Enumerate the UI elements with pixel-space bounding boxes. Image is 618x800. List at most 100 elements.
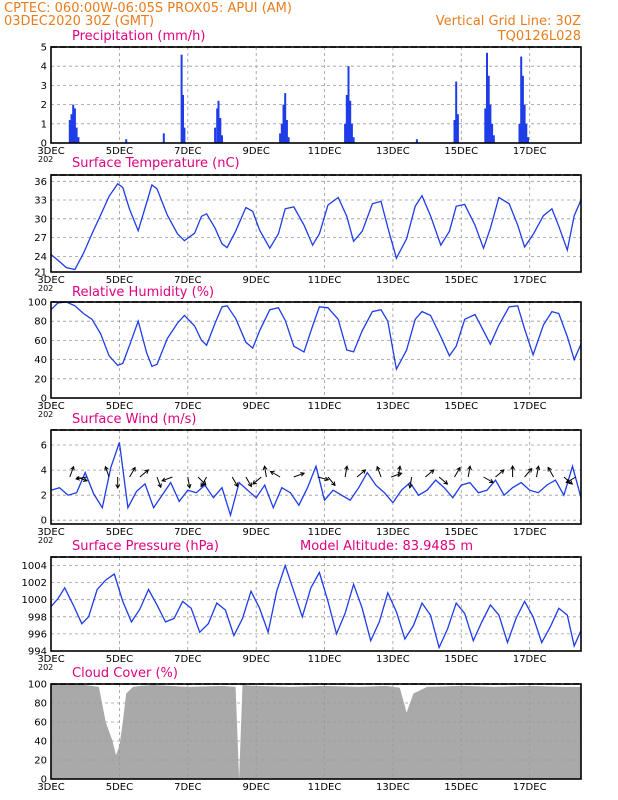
x-tick-label: 5DEC (106, 527, 133, 538)
precip-bar (525, 123, 528, 143)
y-tick-label: 80 (34, 699, 47, 710)
y-tick-label: 24 (34, 252, 47, 263)
wind-arrow (454, 466, 461, 478)
y-tick-label: 998 (28, 612, 47, 623)
precip-bar (216, 108, 219, 143)
y-tick-label: 60 (34, 336, 47, 347)
wind-arrow-shaft (264, 466, 267, 478)
x-tick-label: 17DEC (513, 527, 547, 538)
wind-arrow-head (429, 469, 435, 474)
wind-arrow-shaft (187, 476, 191, 488)
wind-arrow-head (201, 480, 207, 486)
x-tick-label: 15DEC (444, 527, 478, 538)
x-tick-label: 15DEC (444, 401, 478, 412)
x-tick-label: 11DEC (308, 527, 342, 538)
precip-bar (415, 139, 418, 143)
y-tick-label: 1004 (22, 561, 47, 572)
wind-arrow-head (104, 465, 109, 471)
y-tick-label: 996 (28, 629, 47, 640)
plot-frame (50, 46, 582, 144)
x-tick-label: 3DEC (37, 146, 64, 157)
x-tick-label: 3DEC (37, 401, 64, 412)
wind-arrow-head (527, 467, 533, 473)
model-altitude-note: Model Altitude: 83.9485 m (300, 539, 473, 554)
y-tick-label: 40 (34, 355, 47, 366)
y-tick-label: 4 (41, 466, 47, 477)
precip-bar (282, 104, 285, 143)
x-tick-label: 15DEC (444, 275, 478, 286)
precip-bar (527, 137, 529, 143)
wind-arrow (231, 476, 239, 488)
y-tick-label: 1000 (22, 595, 47, 606)
y-tick-label: 80 (34, 317, 47, 328)
wind-arrow (510, 464, 515, 477)
precip-bar (280, 123, 283, 143)
wind-arrow-shaft (356, 469, 366, 478)
wind-arrow-shaft (566, 476, 577, 483)
temp-series-line (50, 182, 582, 271)
wind-arrow-head (70, 465, 75, 471)
x-tick-label: 17DEC (513, 401, 547, 412)
x-year-label: 202 (38, 536, 53, 545)
x-tick-label: 7DEC (174, 527, 201, 538)
wind-arrow (344, 465, 349, 478)
wind-arrow (200, 476, 208, 488)
header-grid-note: Vertical Grid Line: 30Z (436, 14, 581, 29)
precip-bar (523, 104, 526, 143)
x-tick-label: 15DEC (444, 654, 478, 665)
wind-arrow-shaft (270, 471, 281, 478)
wind-arrow-head (157, 483, 162, 489)
wind-arrow-head (467, 465, 472, 471)
precip-bar (72, 104, 75, 143)
temperature-title: Surface Temperature (nC) (72, 156, 240, 171)
wind-arrow-head (408, 483, 413, 489)
wind-arrow-shaft (524, 468, 533, 478)
precip-bar (77, 137, 80, 143)
wind-arrow (467, 465, 472, 478)
wind-arrow-head (115, 484, 121, 490)
precip-bar (492, 135, 495, 143)
x-tick-label: 3DEC (37, 527, 64, 538)
x-year-label: 202 (38, 284, 53, 293)
y-tick-label: 33 (34, 196, 47, 207)
wind-arrow-shaft (495, 469, 505, 478)
wind-arrow (356, 469, 367, 478)
wind-arrow-shaft (391, 472, 402, 478)
wind-arrow (269, 470, 281, 478)
wind-arrow-head (456, 466, 461, 472)
x-tick-label: 5DEC (106, 401, 133, 412)
y-tick-label: 27 (34, 233, 47, 244)
wind-arrow (483, 476, 495, 484)
wind-arrow (563, 476, 574, 485)
y-tick-label: 2 (41, 100, 47, 111)
wind-arrow-shaft (467, 466, 471, 478)
precip-bar (183, 127, 186, 143)
precip-bar (221, 135, 223, 143)
wind-arrow (245, 476, 252, 488)
wind-arrow (547, 466, 555, 478)
x-tick-label: 5DEC (106, 146, 133, 157)
precip-bar (217, 100, 220, 143)
wind-arrow-head (144, 469, 150, 474)
precip-bar (284, 93, 287, 143)
wind-arrow (104, 465, 110, 478)
x-tick-label: 9DEC (243, 146, 270, 157)
wind-arrow (252, 476, 262, 485)
wind-arrow-head (300, 472, 306, 477)
wind-arrow-shaft (231, 476, 239, 487)
wind-arrow-head (568, 480, 574, 485)
header-location: CPTEC: 060:00W-06:05S PROX05: APUI (AM) (4, 1, 292, 16)
wind-arrow (262, 465, 268, 478)
wind-arrow-head (75, 476, 81, 481)
wind-arrow (197, 476, 207, 486)
x-tick-label: 17DEC (513, 275, 547, 286)
wind-arrow-shaft (376, 466, 382, 478)
temperature-panel: Surface Temperature (nC) 21 24 27 30 33 36 3DE… (34, 156, 582, 293)
humidity-title: Relative Humidity (%) (72, 285, 214, 300)
precip-bar (68, 120, 71, 143)
wind-arrow-shaft (161, 476, 173, 482)
precip-bar (285, 120, 288, 143)
x-year-label: 202 (38, 663, 53, 672)
wind-arrow-shaft (76, 476, 87, 480)
